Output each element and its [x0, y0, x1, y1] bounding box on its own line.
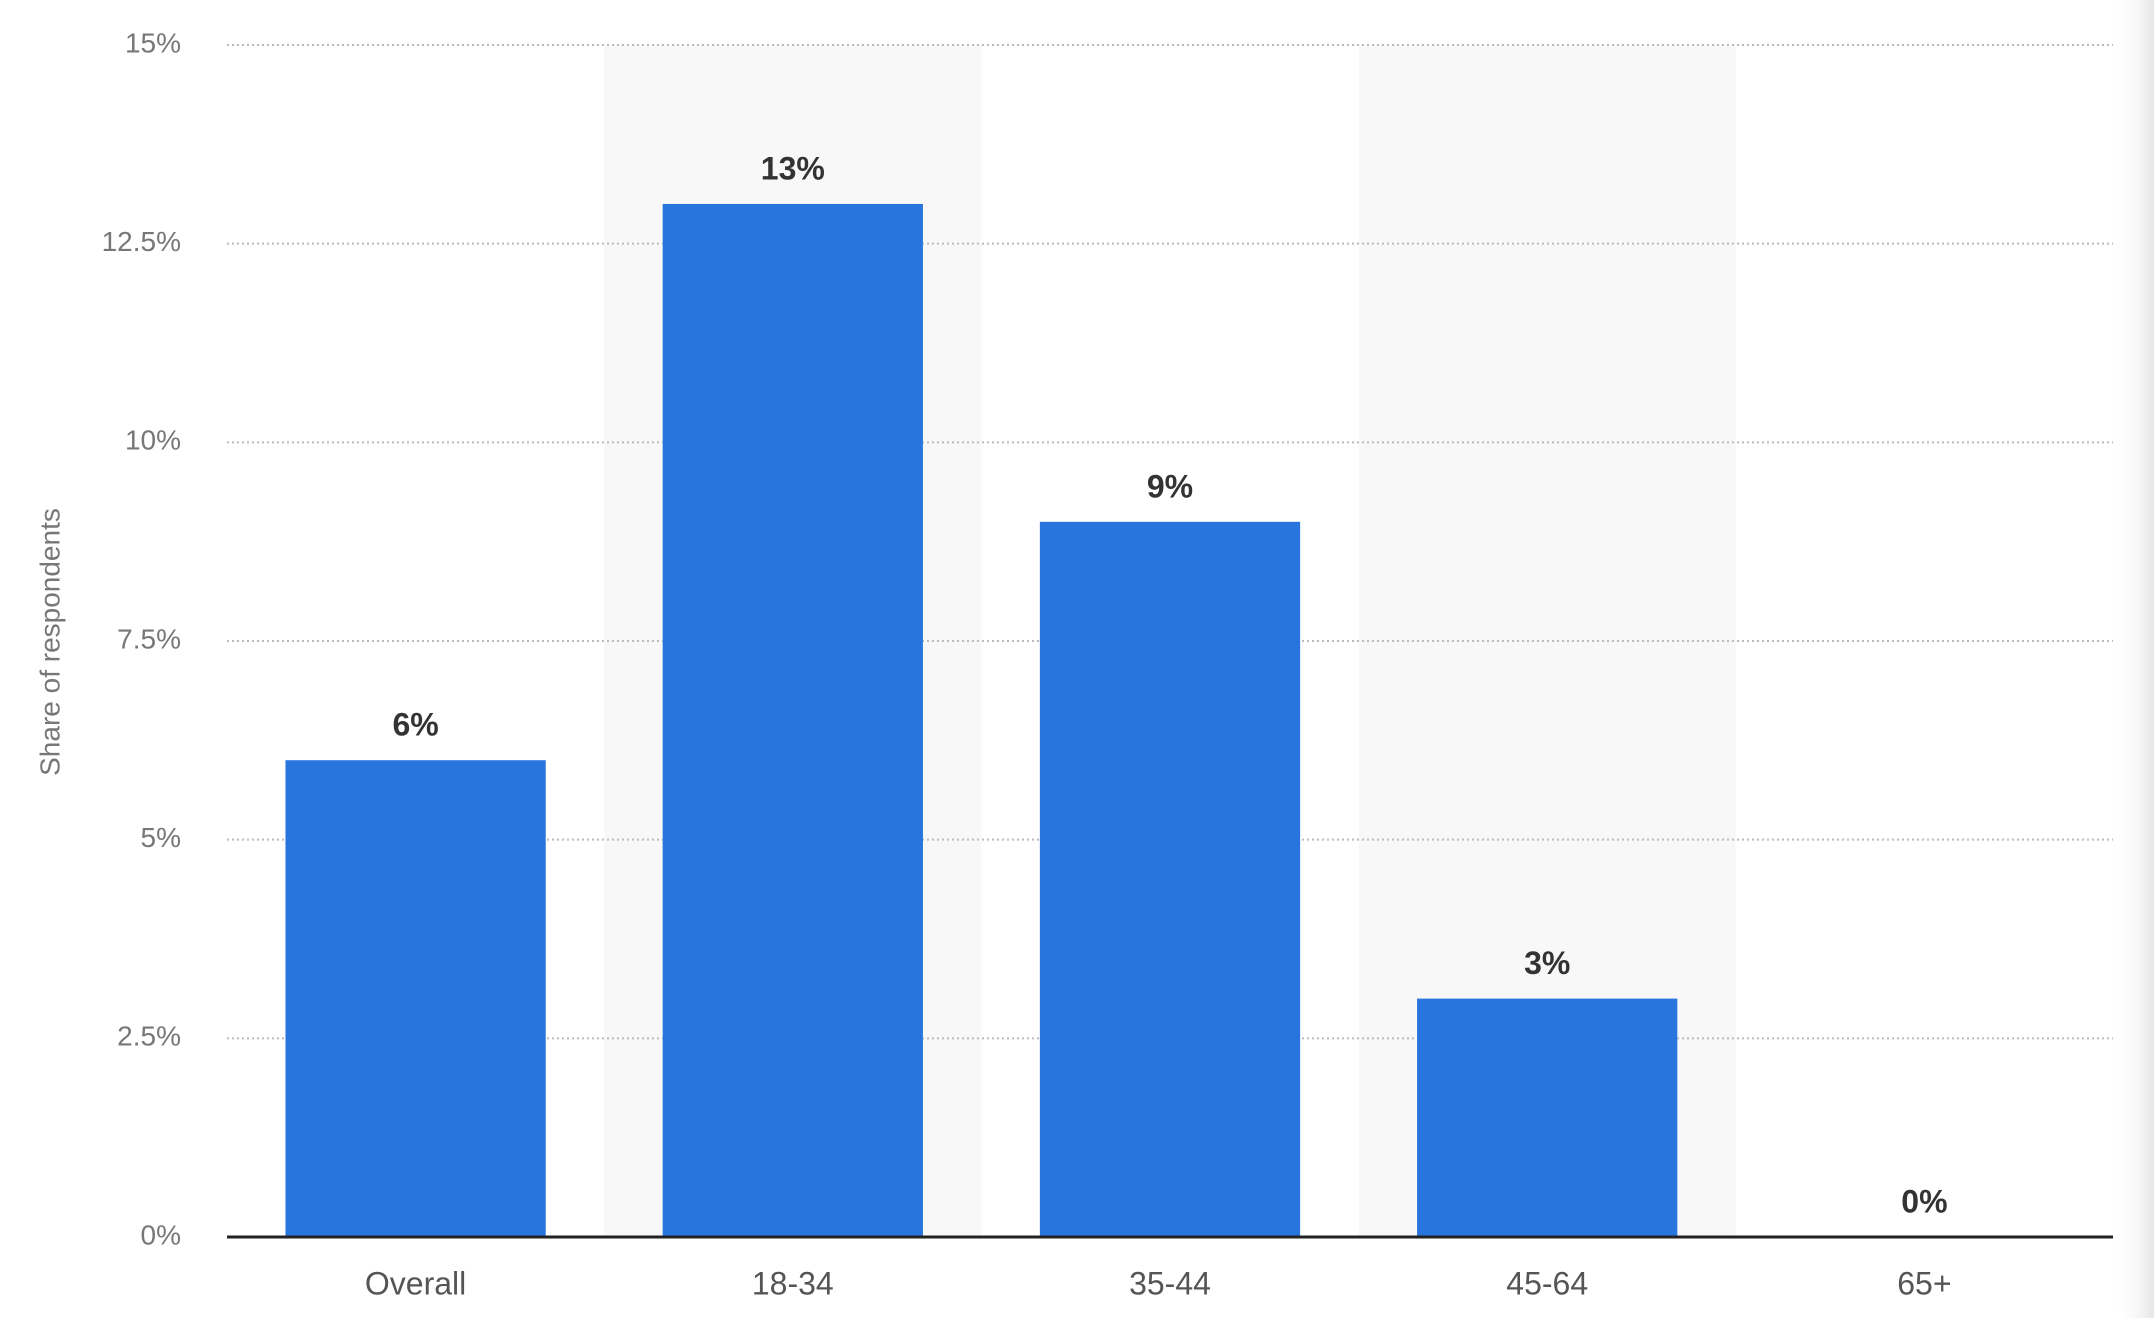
x-tick-label: 45-64 — [1506, 1265, 1588, 1301]
x-tick-label: 35-44 — [1129, 1265, 1211, 1301]
value-label: 0% — [1901, 1183, 1947, 1219]
y-tick-label: 2.5% — [117, 1021, 181, 1052]
bar — [662, 203, 923, 1237]
y-tick-label: 12.5% — [102, 226, 181, 257]
edge-shadow — [2114, 0, 2154, 1318]
value-label: 9% — [1147, 468, 1193, 504]
y-tick-label: 7.5% — [117, 623, 181, 654]
bar — [285, 760, 546, 1237]
value-label: 6% — [392, 707, 438, 743]
bar — [1039, 521, 1301, 1237]
x-tick-label: 65+ — [1897, 1265, 1951, 1301]
y-axis-label: Share of respondents — [34, 508, 65, 776]
y-tick-label: 15% — [125, 27, 181, 58]
value-label: 3% — [1524, 945, 1570, 981]
y-tick-label: 0% — [141, 1219, 181, 1250]
y-tick-label: 10% — [125, 425, 181, 456]
x-tick-label: Overall — [365, 1265, 466, 1301]
value-label: 13% — [761, 150, 825, 186]
bar — [1417, 998, 1678, 1237]
y-tick-label: 5% — [141, 822, 181, 853]
x-tick-label: 18-34 — [752, 1265, 834, 1301]
